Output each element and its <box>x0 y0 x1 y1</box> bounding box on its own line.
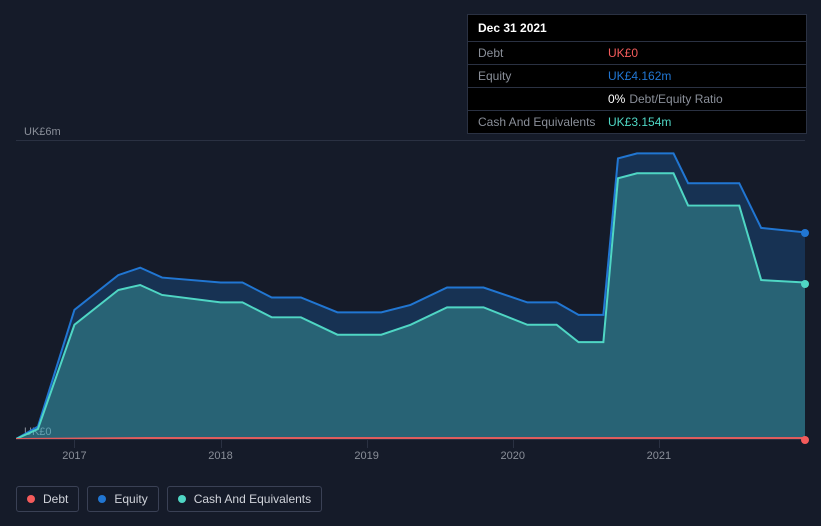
x-tick-label: 2018 <box>208 450 232 462</box>
tooltip-row: DebtUK£0 <box>468 42 806 65</box>
tooltip-row-label: Debt <box>478 46 608 60</box>
x-tick-label: 2021 <box>647 450 671 462</box>
x-tick <box>74 440 75 448</box>
chart-plot-area[interactable] <box>16 140 805 440</box>
x-tick <box>513 440 514 448</box>
legend-swatch <box>178 495 186 503</box>
tooltip-date: Dec 31 2021 <box>468 15 806 42</box>
x-tick <box>659 440 660 448</box>
chart-legend: Debt Equity Cash And Equivalents <box>16 486 322 512</box>
tooltip-row: Cash And EquivalentsUK£3.154m <box>468 111 806 133</box>
chart-tooltip: Dec 31 2021 DebtUK£0EquityUK£4.162m0%Deb… <box>467 14 807 134</box>
legend-item-equity[interactable]: Equity <box>87 486 158 512</box>
debt-line <box>16 438 805 439</box>
x-tick-label: 2019 <box>354 450 378 462</box>
tooltip-row-label: Equity <box>478 69 608 83</box>
legend-item-cash-and-equivalents[interactable]: Cash And Equivalents <box>167 486 322 512</box>
legend-swatch <box>27 495 35 503</box>
legend-item-debt[interactable]: Debt <box>16 486 79 512</box>
x-tick <box>367 440 368 448</box>
debt-end-dot <box>801 436 809 444</box>
chart-svg <box>16 141 805 439</box>
tooltip-row-value: UK£3.154m <box>608 115 796 129</box>
x-tick-label: 2020 <box>501 450 525 462</box>
x-axis: 2017 2018 2019 2020 2021 <box>16 448 805 478</box>
tooltip-row-suffix: Debt/Equity Ratio <box>629 92 722 106</box>
cash-end-dot <box>801 280 809 288</box>
tooltip-row-label: Cash And Equivalents <box>478 115 608 129</box>
legend-label: Equity <box>114 492 147 506</box>
tooltip-row-value: 0%Debt/Equity Ratio <box>608 92 796 106</box>
tooltip-row: 0%Debt/Equity Ratio <box>468 88 806 111</box>
tooltip-row-value: UK£0 <box>608 46 796 60</box>
legend-label: Cash And Equivalents <box>194 492 311 506</box>
x-tick <box>221 440 222 448</box>
y-axis-label-top: UK£6m <box>24 126 61 138</box>
equity-end-dot <box>801 229 809 237</box>
legend-label: Debt <box>43 492 68 506</box>
x-tick-label: 2017 <box>62 450 86 462</box>
legend-swatch <box>98 495 106 503</box>
tooltip-row-label <box>478 92 608 106</box>
tooltip-row: EquityUK£4.162m <box>468 65 806 88</box>
tooltip-row-value: UK£4.162m <box>608 69 796 83</box>
